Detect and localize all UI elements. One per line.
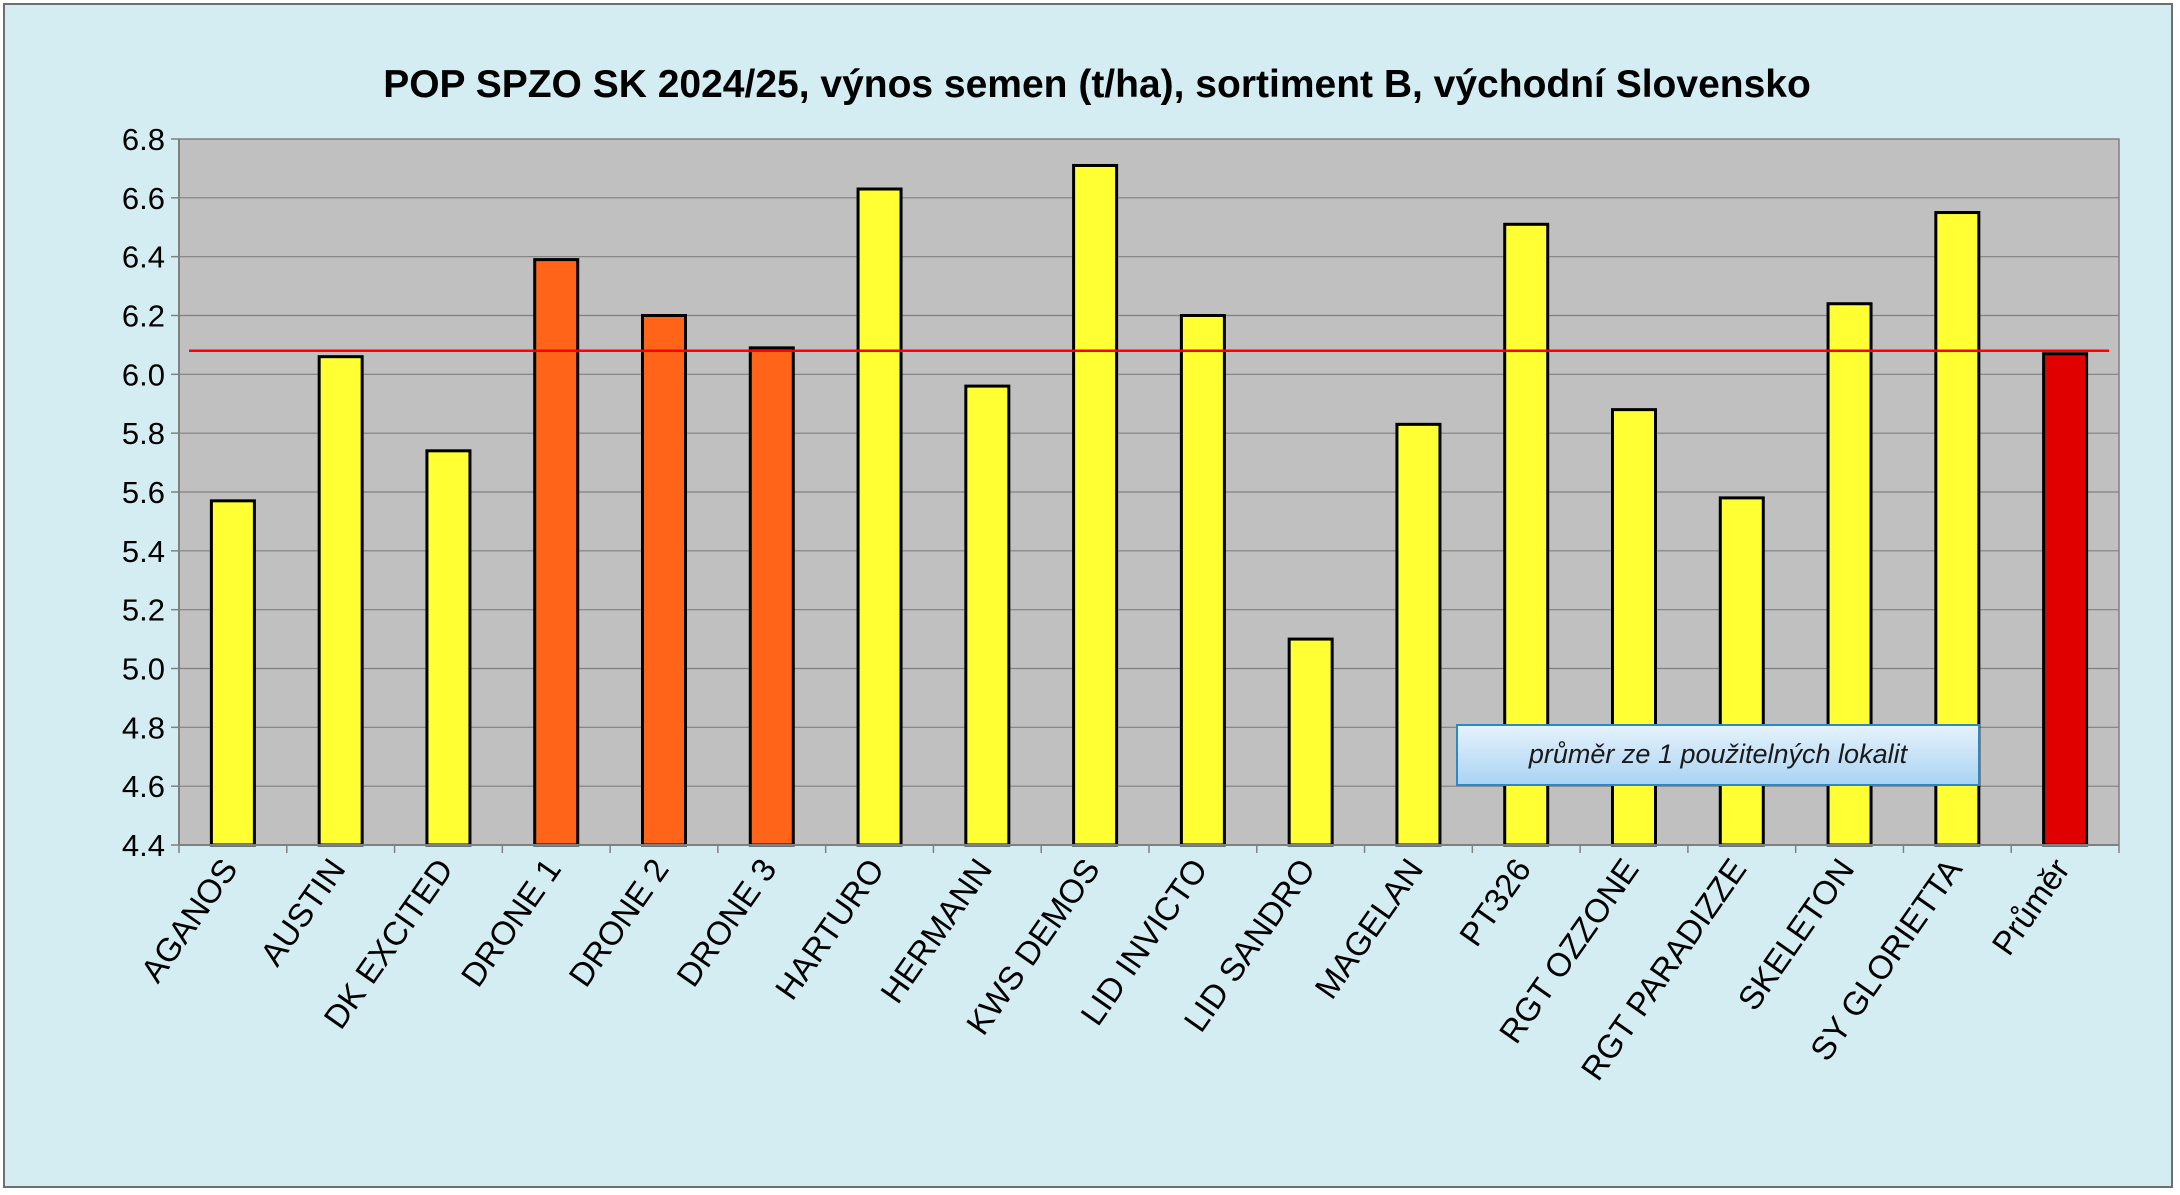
gridlines [179,197,2119,787]
bar-drone-3 [748,346,795,847]
bar-pr-m-r [2042,352,2089,847]
y-tick-label: 5.2 [122,593,165,628]
y-tick-label: 6.2 [122,299,165,334]
bar-kws-demos [1072,163,1119,847]
y-tick-label: 5.8 [122,416,165,451]
y-tick-label: 5.4 [122,534,165,569]
y-tick-label: 5.6 [122,475,165,510]
chart-title: POP SPZO SK 2024/25, výnos semen (t/ha),… [383,63,1811,106]
bar-harturo [856,187,903,847]
x-tick-label: MAGELAN [1307,852,1430,1005]
y-tick-label: 6.0 [122,357,165,392]
bar-austin [317,355,364,847]
axes [171,138,2120,853]
x-tick-label: HERMANN [873,852,999,1010]
y-tick-label: 6.8 [122,122,165,157]
y-tick-label: 6.6 [122,181,165,216]
y-tick-label: 4.4 [122,828,165,863]
bar-drone-1 [533,258,580,847]
chart-svg: POP SPZO SK 2024/25, výnos semen (t/ha),… [122,63,2120,1087]
y-tick-label: 4.6 [122,769,165,804]
bar-drone-2 [641,314,687,847]
x-tick-label: DRONE 2 [561,852,675,993]
bar-rgt-paradizze [1718,496,1765,847]
chart-frame: POP SPZO SK 2024/25, výnos semen (t/ha),… [3,3,2173,1188]
x-tick-label: PT326 [1452,852,1538,953]
x-tick-label: AGANOS [133,852,244,989]
bar-lid-invicto [1179,314,1226,847]
y-tick-label: 4.8 [122,710,165,745]
x-tick-label: HARTURO [768,852,892,1006]
y-tick-label: 5.0 [122,652,165,687]
bar-magelan [1395,422,1442,847]
x-tick-label: Průměr [1984,852,2076,962]
annotation-box: průměr ze 1 použitelných lokalit [1456,724,1980,786]
y-tick-labels: 4.4 4.6 4.8 5.0 5.2 5.4 5.6 5.8 6.0 6.2 6.4 6.6 6.8 [122,122,165,863]
x-tick-label: AUSTIN [253,852,353,972]
bar-hermann [964,384,1011,847]
y-tick-label: 6.4 [122,240,165,275]
x-tick-label: DRONE 1 [454,852,568,993]
bar-dk-excited [425,449,472,847]
bar-lid-sandro [1287,637,1334,847]
bar-aganos [209,499,256,847]
annotation-text: průměr ze 1 použitelných lokalit [1528,739,1909,769]
x-tick-label: DRONE 3 [669,852,783,993]
